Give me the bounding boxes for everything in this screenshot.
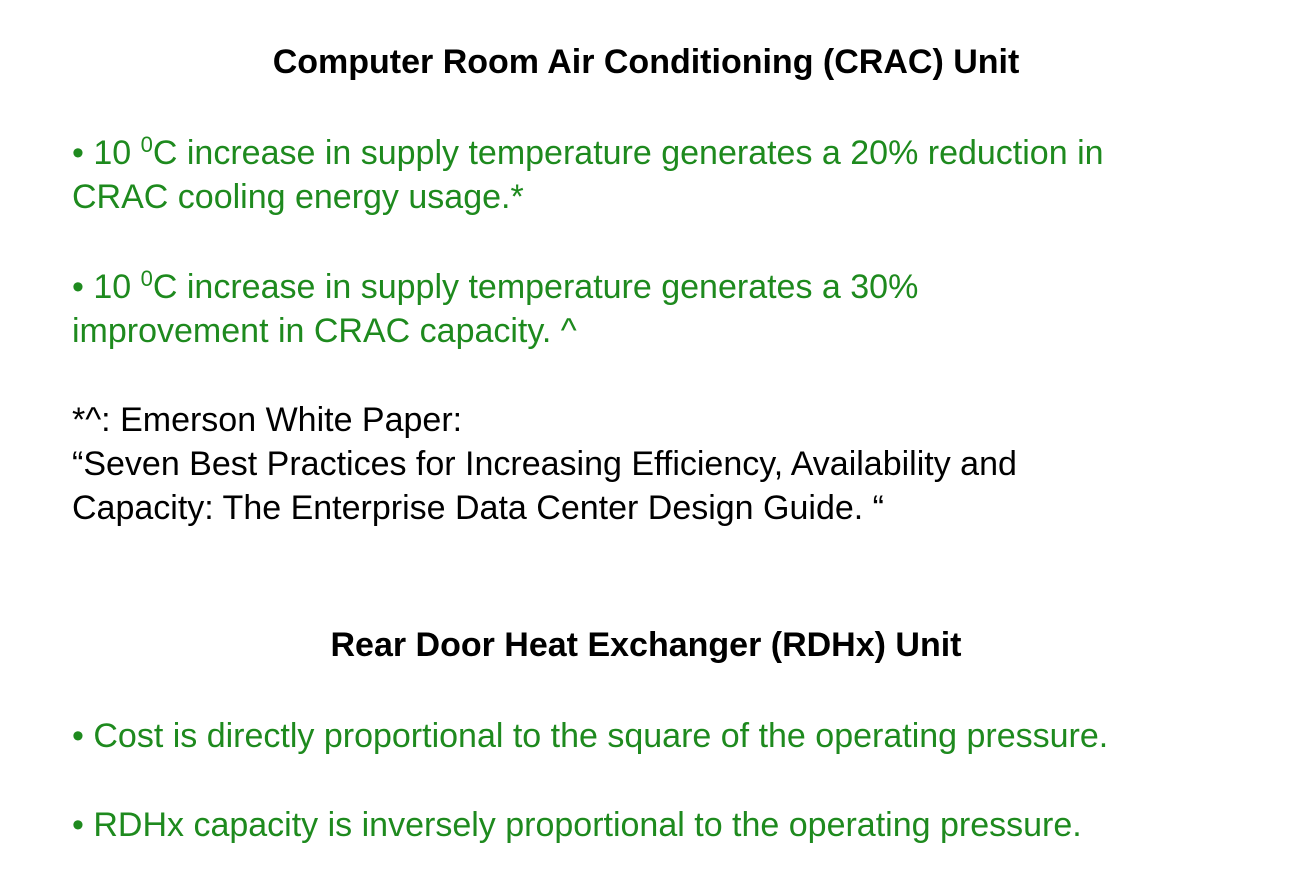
bullet-prefix: • 10 [72,134,141,172]
crac-bullet-capacity-line1: • 10 0C increase in supply temperature g… [72,265,1272,309]
crac-bullet-energy-line2: CRAC cooling energy usage.* [72,178,524,216]
crac-bullet-energy: • 10 0C increase in supply temperature g… [72,131,1272,219]
degree-superscript: 0 [140,266,153,291]
reference-note: *^: Emerson White Paper: “Seven Best Pra… [72,398,1272,530]
bullet-text: C increase in supply temperature generat… [152,134,1104,172]
crac-bullet-energy-line1: • 10 0C increase in supply temperature g… [72,131,1272,175]
reference-line3: Capacity: The Enterprise Data Center Des… [72,489,884,527]
rdhx-section-title: Rear Door Heat Exchanger (RDHx) Unit [330,626,962,664]
rdhx-bullet-cost: • Cost is directly proportional to the s… [72,714,1272,758]
crac-bullet-capacity: • 10 0C increase in supply temperature g… [72,265,1272,353]
reference-line2: “Seven Best Practices for Increasing Eff… [72,445,1017,483]
degree-superscript: 0 [140,132,153,157]
crac-section-title: Computer Room Air Conditioning (CRAC) Un… [272,43,1020,81]
rdhx-bullet-capacity: • RDHx capacity is inversely proportiona… [72,803,1272,847]
reference-line1: *^: Emerson White Paper: [72,401,463,439]
rdhx-bullet-cost-text: • Cost is directly proportional to the s… [72,717,1109,755]
bullet-prefix: • 10 [72,268,141,306]
crac-bullet-capacity-line2: improvement in CRAC capacity. ^ [72,312,577,350]
bullet-text: C increase in supply temperature generat… [152,268,919,306]
rdhx-bullet-capacity-text: • RDHx capacity is inversely proportiona… [72,806,1082,844]
